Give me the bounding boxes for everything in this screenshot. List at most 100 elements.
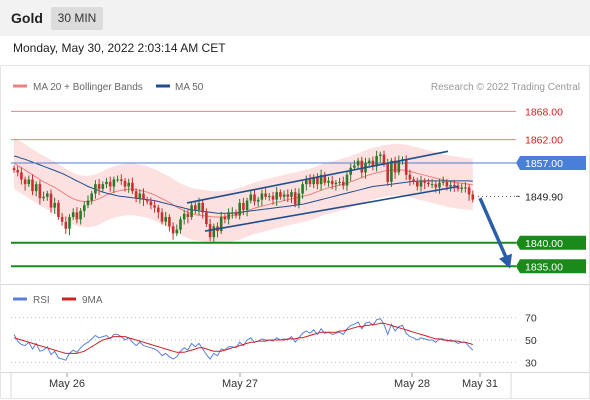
candle-body [186, 213, 190, 217]
bollinger-band [14, 137, 473, 243]
candle-body [319, 174, 323, 185]
candle-body [382, 154, 386, 164]
candle-body [338, 181, 341, 183]
candle-body [231, 212, 234, 214]
candle-body [79, 210, 82, 220]
candle-body [34, 184, 38, 192]
candle-body [27, 179, 31, 185]
candle-body [342, 181, 345, 186]
candle-body [38, 184, 42, 199]
candle-body [360, 160, 364, 173]
candle-body [271, 195, 275, 200]
candle-body [12, 168, 16, 171]
ma50-legend-label: MA 50 [175, 82, 204, 93]
candle-body [205, 212, 208, 225]
candle-body [46, 193, 49, 197]
candle-body [97, 184, 101, 189]
candle-body [16, 170, 19, 173]
candle-body [301, 184, 304, 194]
candle-body [397, 160, 401, 173]
candle-body [419, 180, 423, 187]
rsi-tick-label: 50 [525, 335, 537, 347]
candle-body [427, 182, 430, 185]
last-price-label: 1849.90 [525, 191, 563, 203]
instrument-title: Gold [11, 10, 43, 26]
candle-body [408, 174, 412, 180]
candle-body [108, 181, 112, 187]
time-tick-label: May 26 [49, 378, 85, 390]
candle-body [334, 182, 338, 185]
candle-body [330, 180, 334, 185]
header-bar: Gold 30 MIN [0, 0, 590, 36]
candle-body [160, 212, 164, 222]
resistance-label: 1862.00 [525, 135, 563, 147]
candle-body [71, 212, 75, 217]
candle-body [68, 217, 71, 229]
candle-body [145, 199, 149, 202]
support-label: 1840.00 [525, 238, 563, 250]
candle-body [449, 185, 452, 187]
forecast-arrow-shaft [478, 197, 509, 261]
pivot-label: 1857.00 [525, 158, 563, 170]
time-tick-label: May 27 [222, 378, 258, 390]
timeframe-button[interactable]: 30 MIN [51, 7, 103, 30]
candle-body [327, 180, 330, 183]
candle-body [464, 187, 467, 189]
candle-body [275, 192, 278, 200]
candle-body [234, 212, 238, 216]
candle-body [105, 181, 108, 185]
candle-body [430, 184, 434, 186]
pivot-tag [516, 156, 586, 171]
research-credit: Research © 2022 Trading Central [431, 82, 580, 93]
candle-body [90, 193, 93, 201]
candle-body [94, 184, 97, 194]
candle-body [308, 179, 312, 185]
candle-body [379, 154, 382, 156]
candle-body [471, 194, 475, 200]
candle-body [375, 156, 378, 167]
rsi-ma-line [13, 322, 473, 354]
main-legend: MA 20 + Bollinger Bands MA 50 Research ©… [13, 82, 580, 93]
candle-body [386, 163, 389, 182]
candle-body [64, 221, 68, 229]
candle-body [42, 196, 45, 199]
candle-body [445, 181, 449, 187]
candle-body [131, 182, 134, 192]
candle-body [179, 219, 182, 230]
candle-body [249, 194, 253, 201]
resistance-label: 1868.00 [525, 106, 563, 118]
time-tick-label: May 28 [394, 378, 430, 390]
candle-body [260, 193, 264, 200]
candle-body [434, 184, 438, 188]
candle-body [157, 207, 160, 213]
candle-body [279, 192, 282, 197]
candle-body [197, 202, 201, 210]
candle-body [345, 174, 349, 186]
candle-body [316, 177, 319, 185]
candle-body [194, 205, 197, 210]
datetime-label: Monday, May 30, 2022 2:03:14 AM CET [13, 41, 226, 55]
rsi-tick-label: 70 [525, 313, 537, 325]
candle-body [356, 160, 360, 166]
candle-body [31, 179, 34, 192]
candle-body [286, 194, 290, 197]
candle-body [242, 202, 245, 210]
rsi-legend-label: RSI [33, 295, 50, 306]
candle-body [123, 180, 127, 187]
rsi-tick-label: 30 [525, 357, 537, 369]
candle-body [416, 181, 419, 187]
candle-body [253, 194, 256, 202]
candle-body [305, 179, 308, 185]
candle-body [223, 217, 227, 220]
rsi-pane: 70 50 30 [11, 313, 537, 369]
candle-body [390, 160, 393, 182]
support-tag [516, 259, 586, 274]
candle-body [20, 172, 23, 180]
channel-lower-line [204, 185, 459, 232]
candle-body [353, 165, 356, 168]
time-tick-label: May 31 [462, 378, 498, 390]
time-axis: May 26 May 27 May 28 May 31 [10, 373, 512, 398]
candle-body [138, 193, 142, 199]
